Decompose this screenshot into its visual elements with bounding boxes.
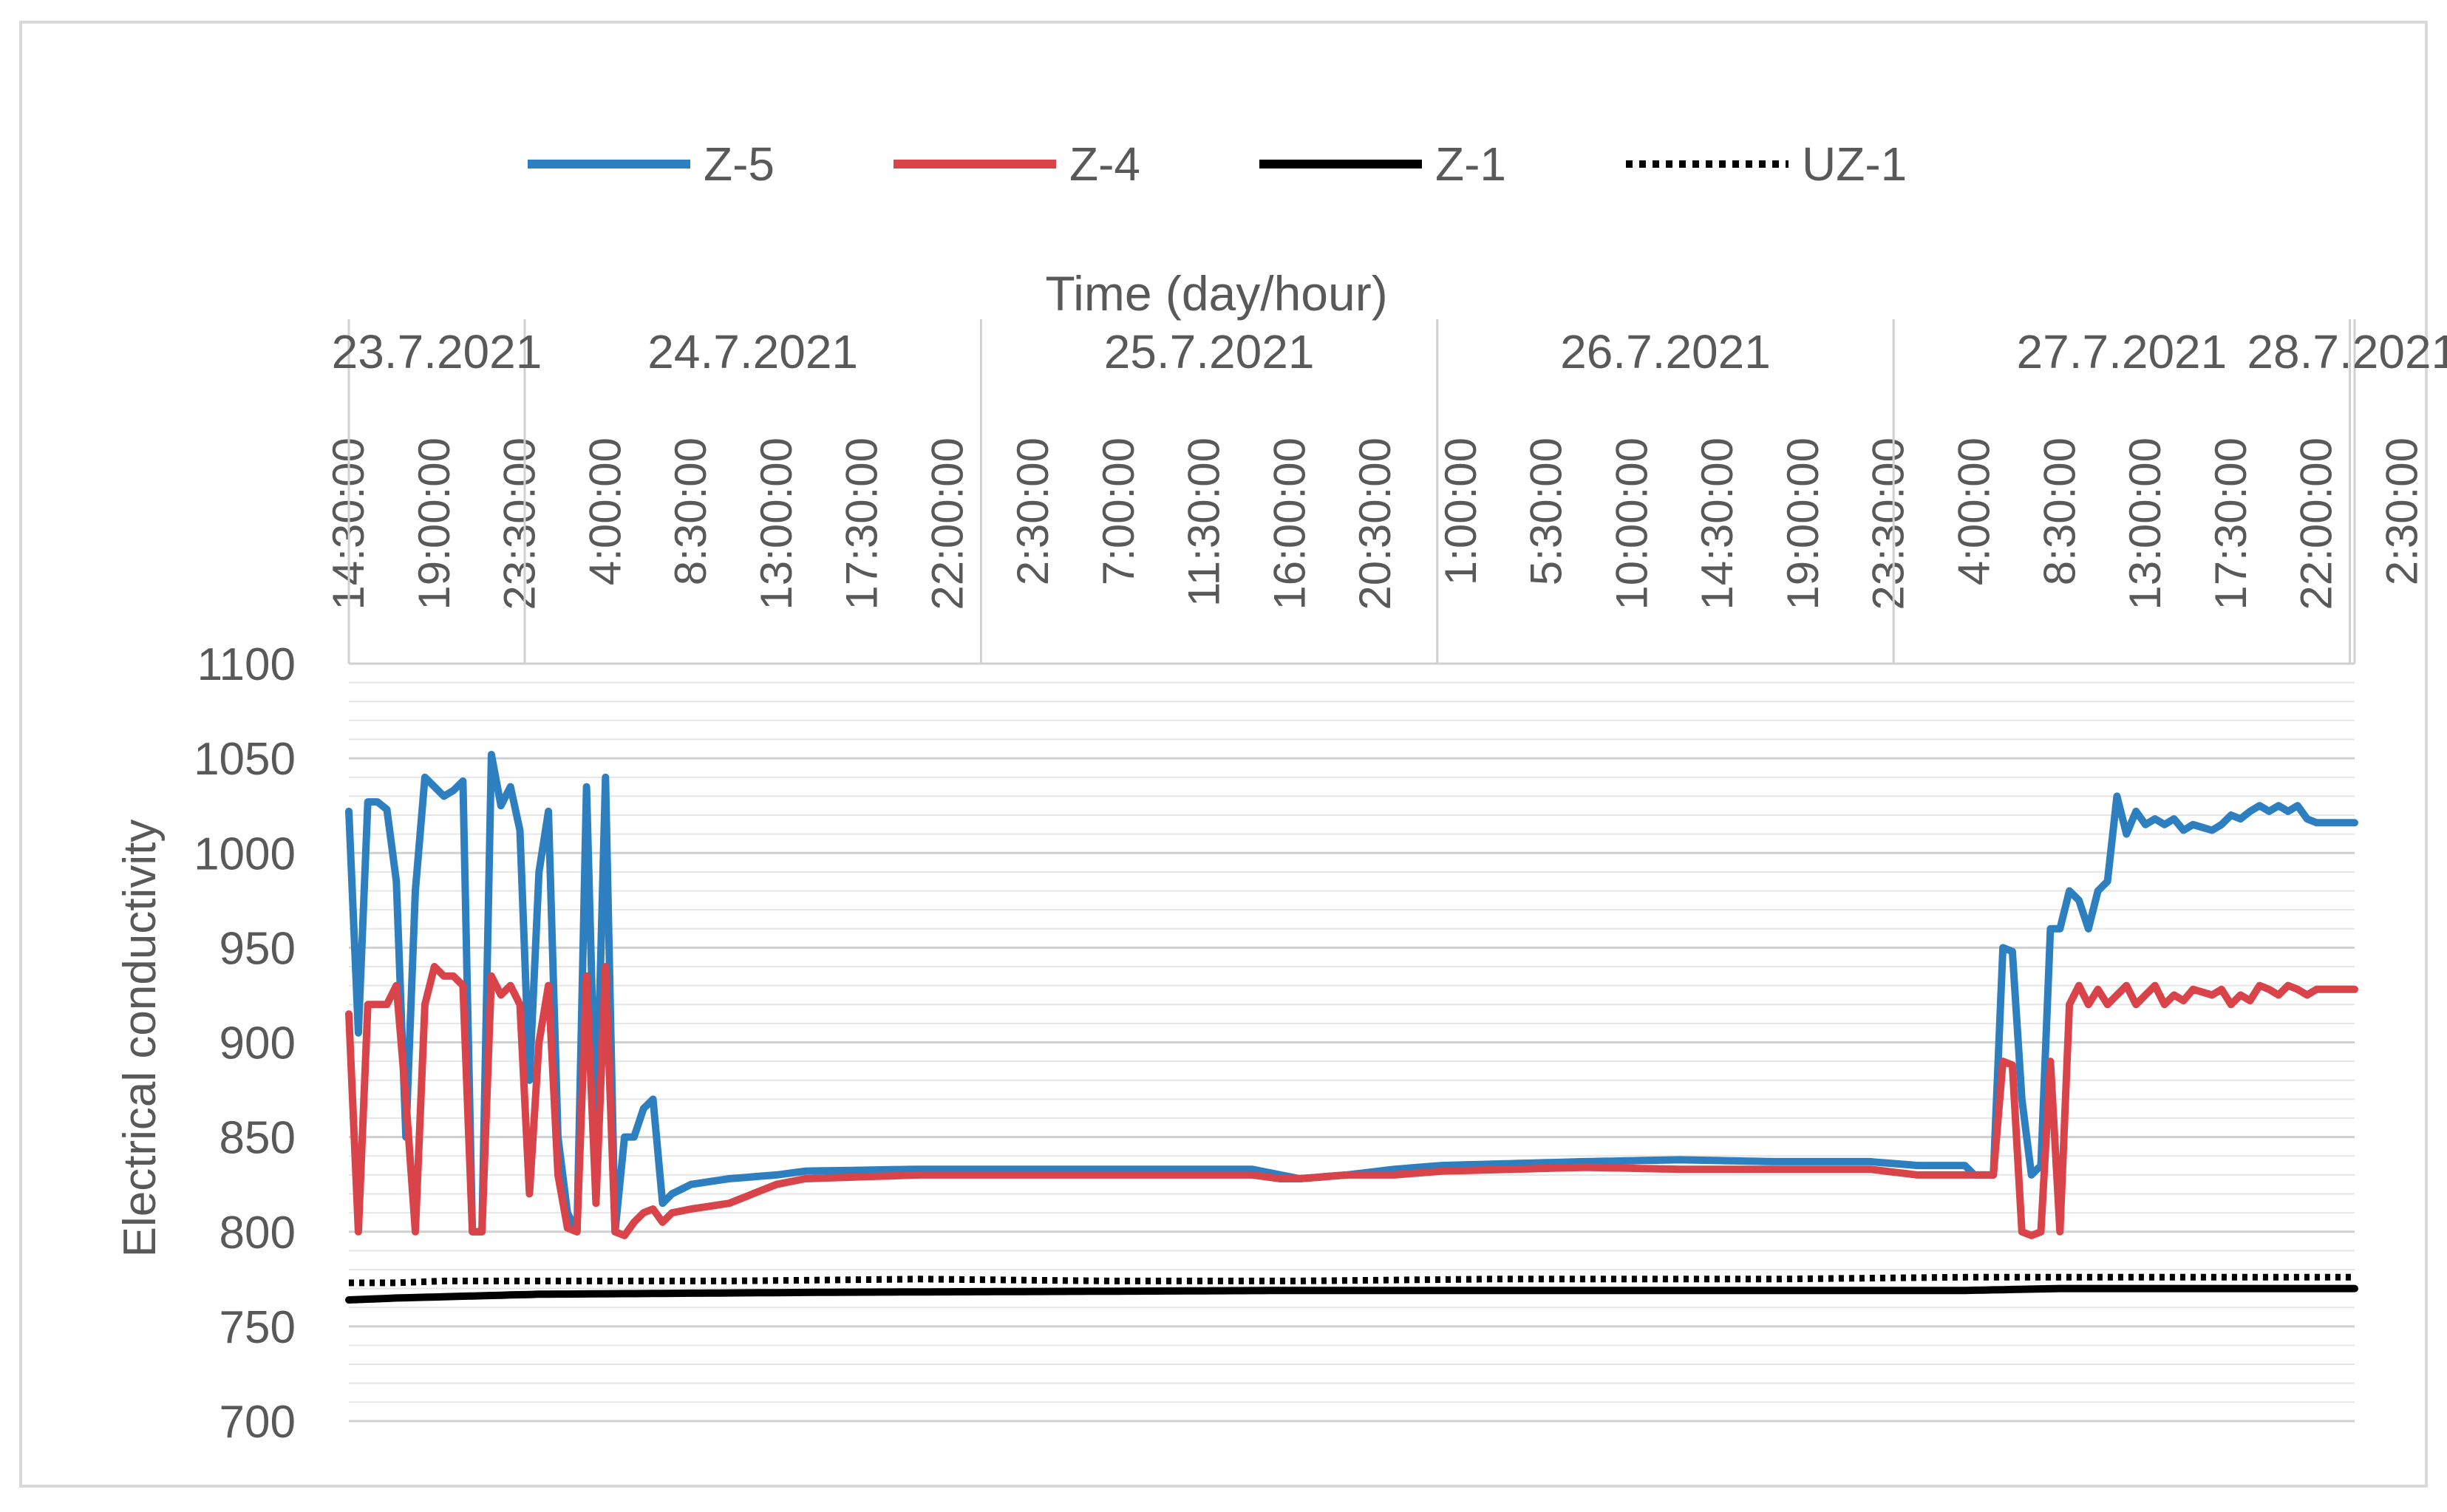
y-axis-ticks: 700 750 800 850 900 950 1000 1050 1100	[194, 639, 296, 1448]
y-axis-title: Electrical conductivity	[115, 820, 166, 1258]
x-tick-label: 2:30:00	[2377, 437, 2426, 585]
legend-label-z-4: Z-4	[1069, 137, 1140, 191]
y-tick-label: 700	[219, 1397, 296, 1448]
y-tick-label: 800	[219, 1208, 296, 1259]
x-tick-label: 10:00:00	[1607, 437, 1656, 610]
x-tick-label: 8:30:00	[2035, 437, 2084, 585]
x-tick-label: 14:30:00	[1692, 437, 1742, 610]
x-axis-time-categories: 14:30:00 19:00:00 23:30:00 4:00:00 8:30:00 13…	[324, 319, 2447, 664]
legend-label-z-5: Z-5	[704, 137, 775, 191]
y-tick-label: 750	[219, 1302, 296, 1353]
x-tick-label: 22:00:00	[922, 437, 972, 610]
day-label: 27.7.2021	[2017, 325, 2228, 378]
day-label: 23.7.2021	[332, 325, 542, 378]
x-tick-label: 5:30:00	[1522, 437, 1571, 585]
x-tick-label: 1:00:00	[1436, 437, 1485, 585]
x-tick-label: 11:30:00	[1180, 437, 1229, 607]
x-tick-label: 7:00:00	[1094, 437, 1143, 585]
x-tick-label: 17:30:00	[837, 437, 887, 610]
series-line-z-4	[345, 963, 2358, 1239]
x-tick-label: 23:30:00	[1864, 437, 1913, 610]
y-tick-label: 1000	[194, 828, 296, 879]
y-tick-label: 1100	[197, 639, 296, 690]
x-tick-label: 4:00:00	[1949, 437, 1998, 585]
legend: Z-5 Z-4 Z-1 UZ-1	[528, 137, 1907, 191]
chart-frame	[19, 21, 2428, 1488]
series-line-z-1	[345, 1284, 2358, 1304]
day-label: 28.7.2021	[2247, 325, 2447, 378]
x-tick-label: 4:00:00	[580, 437, 630, 585]
x-tick-label: 20:30:00	[1350, 437, 1400, 610]
x-axis-title: Time (day/hour)	[1045, 266, 1387, 321]
x-tick-label: 23:30:00	[495, 437, 545, 610]
y-tick-label: 1050	[194, 734, 296, 785]
series-group	[345, 751, 2358, 1304]
y-tick-label: 850	[219, 1113, 296, 1164]
x-tick-label: 17:30:00	[2206, 437, 2256, 610]
x-tick-label: 19:00:00	[409, 437, 459, 610]
day-label: 26.7.2021	[1560, 325, 1771, 378]
x-tick-label: 16:00:00	[1265, 437, 1314, 610]
series-line-uz-1	[349, 1273, 2355, 1287]
x-tick-label: 13:00:00	[2120, 437, 2170, 610]
x-tick-label: 19:00:00	[1778, 437, 1828, 610]
day-label: 25.7.2021	[1104, 325, 1315, 378]
gridlines	[349, 662, 2355, 1423]
legend-label-uz-1: UZ-1	[1802, 137, 1907, 191]
y-tick-label: 900	[219, 1018, 296, 1069]
x-tick-label: 22:00:00	[2292, 437, 2341, 610]
x-tick-label: 2:30:00	[1008, 437, 1058, 585]
y-tick-label: 950	[219, 923, 296, 974]
legend-label-z-1: Z-1	[1435, 137, 1506, 191]
x-tick-label: 13:00:00	[752, 437, 801, 610]
x-tick-label: 8:30:00	[666, 437, 715, 585]
day-label: 24.7.2021	[647, 325, 858, 378]
